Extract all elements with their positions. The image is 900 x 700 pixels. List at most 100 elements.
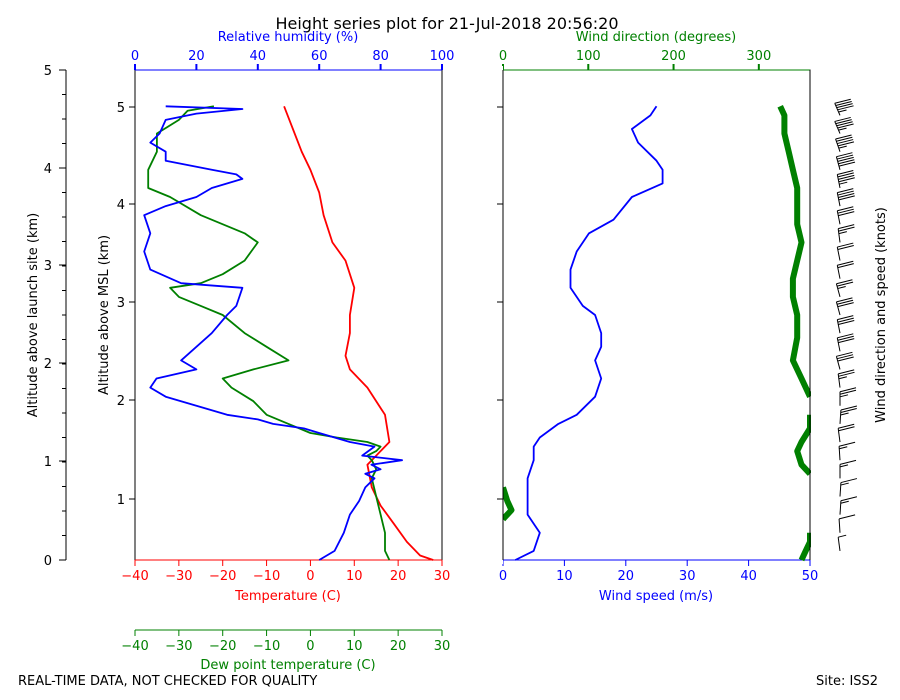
- barb-flag: [836, 121, 853, 127]
- wind-barb-18: [836, 206, 855, 225]
- barb-staff: [835, 356, 841, 370]
- dewpoint-tick-label-3: −10: [253, 639, 280, 654]
- wind-speed-tick-label-2: 20: [618, 569, 635, 584]
- barb-staff: [835, 301, 841, 316]
- barb-half-flag: [838, 376, 847, 380]
- wind-panel: 0 10 20 30 40 50 0 100 200 300: [495, 49, 825, 584]
- barb-flag: [837, 206, 854, 212]
- wind-barb-12: [836, 315, 855, 334]
- outer-tick-label-2: 2: [44, 357, 52, 372]
- left-clip: [495, 66, 503, 564]
- barb-staff: [835, 283, 841, 297]
- wind-direction-xlabel: Wind direction (degrees): [576, 30, 736, 45]
- barb-flag: [836, 281, 854, 287]
- outer-tick-label-4: 4: [44, 162, 52, 177]
- left-ytick-label-3: 4: [117, 198, 125, 213]
- wind-barb-6: [837, 423, 855, 443]
- barb-flag: [838, 226, 855, 232]
- wind-direction-tick-label-1: 100: [576, 49, 601, 64]
- wind-barbs: [834, 98, 858, 551]
- wind-barb-10: [835, 351, 854, 370]
- dewpoint-tick-label-0: −40: [121, 639, 148, 654]
- wind-barb-4: [839, 459, 857, 479]
- temperature-tick-label-7: 30: [434, 569, 451, 584]
- wind-direction-tick-label-0: 0: [499, 49, 507, 64]
- barb-half-flag: [840, 482, 849, 486]
- barb-flag: [837, 260, 854, 266]
- chart-title: Height series plot for 21-Jul-2018 20:56…: [275, 14, 618, 33]
- barb-flag: [837, 333, 854, 339]
- humidity-line: [143, 105, 404, 561]
- barb-flag: [838, 161, 856, 167]
- barb-half-flag: [840, 500, 849, 504]
- barb-flag: [837, 169, 854, 175]
- barb-flag: [838, 192, 855, 198]
- barb-flag: [838, 177, 855, 183]
- wind-barb-19: [836, 188, 855, 207]
- dewpoint-tick-label-1: −30: [165, 639, 192, 654]
- barb-flag: [839, 389, 857, 395]
- wind-barb-14: [835, 279, 854, 297]
- dewpoint-tick-label-2: −20: [209, 639, 236, 654]
- barb-flag: [836, 103, 853, 109]
- humidity-tick-label-3: 60: [311, 49, 328, 64]
- wind-frame: [502, 69, 811, 561]
- barb-half-flag: [839, 181, 848, 185]
- barb-flag: [838, 211, 855, 217]
- barb-flag: [838, 423, 855, 429]
- barb-flag: [836, 351, 853, 357]
- barb-flag: [837, 302, 854, 308]
- wind-barb-11: [836, 333, 855, 352]
- site-label: Site: ISS2: [816, 674, 879, 689]
- temperature-xlabel: Temperature (C): [234, 589, 341, 604]
- barb-flag: [835, 134, 852, 140]
- humidity-tick-label-5: 100: [430, 49, 455, 64]
- left-ytick-label-1: 2: [117, 394, 125, 409]
- wind-speed-tick-label-5: 50: [802, 569, 819, 584]
- barb-flag: [837, 315, 854, 321]
- wind-barb-21: [835, 152, 856, 170]
- barb-flag: [837, 245, 854, 250]
- wind-barb-15: [836, 260, 854, 279]
- barb-flag: [838, 514, 856, 520]
- barb-flag: [837, 105, 854, 111]
- wind-barb-0: [837, 534, 847, 551]
- barb-half-flag: [840, 412, 849, 416]
- dewpoint-tick-label-6: 20: [390, 639, 407, 654]
- humidity-tick-label-2: 40: [250, 49, 267, 64]
- barb-half-flag: [838, 145, 847, 149]
- wind-barb-5: [838, 441, 856, 461]
- barb-flag: [837, 190, 854, 196]
- wind-barb-16: [836, 242, 854, 261]
- barb-flag: [837, 242, 854, 248]
- barb-flag: [836, 354, 854, 360]
- barb-half-flag: [838, 109, 847, 113]
- barb-flag: [838, 441, 856, 447]
- wind-barb-13: [835, 297, 854, 316]
- barb-flag: [838, 159, 855, 165]
- barb-flag: [837, 188, 854, 194]
- barb-flag: [834, 116, 851, 122]
- barb-flag: [836, 154, 854, 160]
- left-ylabel: Altitude above MSL (km): [97, 235, 112, 395]
- wind-barb-24: [834, 98, 854, 116]
- outer-altitude-axis: 0 1 2 3 4 5: [44, 64, 67, 569]
- barb-flag: [838, 224, 855, 230]
- barb-half-flag: [837, 285, 846, 289]
- temperature-tick-label-6: 20: [390, 569, 407, 584]
- barb-flag: [837, 123, 854, 129]
- humidity-tick-label-0: 0: [131, 49, 139, 64]
- temperature-tick-label-5: 10: [346, 569, 363, 584]
- barb-flag: [840, 496, 858, 502]
- wind-direction-line-0: [798, 532, 813, 562]
- wind-direction-line-1: [500, 486, 515, 522]
- barb-staff: [837, 537, 841, 551]
- barb-flag: [838, 338, 855, 344]
- barb-staff: [835, 156, 841, 170]
- wind-barb-7: [839, 405, 858, 424]
- temperature-tick-label-2: −20: [209, 569, 236, 584]
- thermo-panel: −40 −30 −20 −10 0 10 20 30 −40 −30 −20 −10 0 10 20 30 0 2…: [117, 49, 455, 654]
- wind-barb-9: [837, 369, 855, 388]
- outer-ylabel: Altitude above launch site (km): [26, 213, 41, 417]
